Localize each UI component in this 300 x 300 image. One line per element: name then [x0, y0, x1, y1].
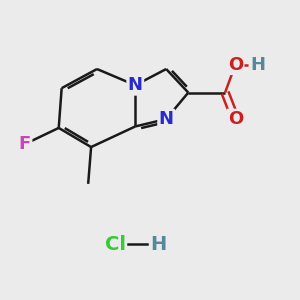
Text: N: N — [159, 110, 174, 128]
Text: F: F — [19, 135, 31, 153]
Text: O: O — [228, 110, 243, 128]
Text: N: N — [128, 76, 143, 94]
Text: H: H — [150, 235, 166, 254]
Text: Cl: Cl — [105, 235, 126, 254]
Text: H: H — [250, 56, 265, 74]
Text: O: O — [228, 56, 243, 74]
